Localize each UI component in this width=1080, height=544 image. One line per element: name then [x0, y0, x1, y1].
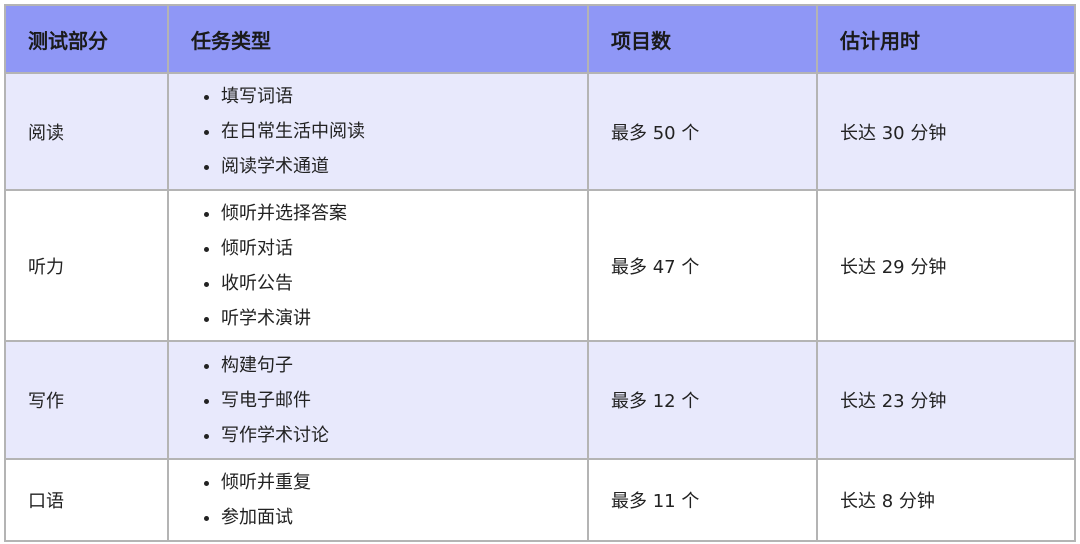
task-item: 参加面试 — [221, 500, 587, 535]
items-cell: 最多 47 个 — [587, 189, 818, 342]
task-item: 写电子邮件 — [221, 383, 587, 418]
header-items: 项目数 — [587, 4, 818, 74]
task-types-cell: 倾听并重复参加面试 — [167, 458, 589, 542]
table-row: 写作构建句子写电子邮件写作学术讨论最多 12 个长达 23 分钟 — [4, 340, 1076, 460]
items-cell: 最多 12 个 — [587, 340, 818, 460]
table-row: 阅读填写词语在日常生活中阅读阅读学术通道最多 50 个长达 30 分钟 — [4, 72, 1076, 191]
task-types-cell: 填写词语在日常生活中阅读阅读学术通道 — [167, 72, 589, 191]
header-row: 测试部分 任务类型 项目数 估计用时 — [4, 4, 1076, 74]
task-types-cell: 倾听并选择答案倾听对话收听公告听学术演讲 — [167, 189, 589, 342]
task-list: 倾听并重复参加面试 — [191, 465, 587, 535]
time-cell: 长达 30 分钟 — [816, 72, 1076, 191]
header-section: 测试部分 — [4, 4, 169, 74]
table-row: 听力倾听并选择答案倾听对话收听公告听学术演讲最多 47 个长达 29 分钟 — [4, 189, 1076, 342]
time-cell: 长达 23 分钟 — [816, 340, 1076, 460]
task-item: 听学术演讲 — [221, 301, 587, 336]
section-cell: 写作 — [4, 340, 169, 460]
test-structure-table: 测试部分 任务类型 项目数 估计用时 阅读填写词语在日常生活中阅读阅读学术通道最… — [4, 4, 1076, 542]
time-cell: 长达 8 分钟 — [816, 458, 1076, 542]
header-time: 估计用时 — [816, 4, 1076, 74]
task-item: 收听公告 — [221, 266, 587, 301]
header-task-type: 任务类型 — [167, 4, 589, 74]
section-cell: 阅读 — [4, 72, 169, 191]
table-row: 口语倾听并重复参加面试最多 11 个长达 8 分钟 — [4, 458, 1076, 542]
task-item: 倾听对话 — [221, 231, 587, 266]
task-item: 写作学术讨论 — [221, 418, 587, 453]
task-list: 填写词语在日常生活中阅读阅读学术通道 — [191, 79, 587, 184]
task-item: 构建句子 — [221, 348, 587, 383]
task-types-cell: 构建句子写电子邮件写作学术讨论 — [167, 340, 589, 460]
task-list: 倾听并选择答案倾听对话收听公告听学术演讲 — [191, 196, 587, 336]
task-item: 填写词语 — [221, 79, 587, 114]
items-cell: 最多 11 个 — [587, 458, 818, 542]
task-list: 构建句子写电子邮件写作学术讨论 — [191, 348, 587, 453]
task-item: 阅读学术通道 — [221, 149, 587, 184]
task-item: 倾听并重复 — [221, 465, 587, 500]
task-item: 倾听并选择答案 — [221, 196, 587, 231]
section-cell: 听力 — [4, 189, 169, 342]
section-cell: 口语 — [4, 458, 169, 542]
items-cell: 最多 50 个 — [587, 72, 818, 191]
time-cell: 长达 29 分钟 — [816, 189, 1076, 342]
task-item: 在日常生活中阅读 — [221, 114, 587, 149]
